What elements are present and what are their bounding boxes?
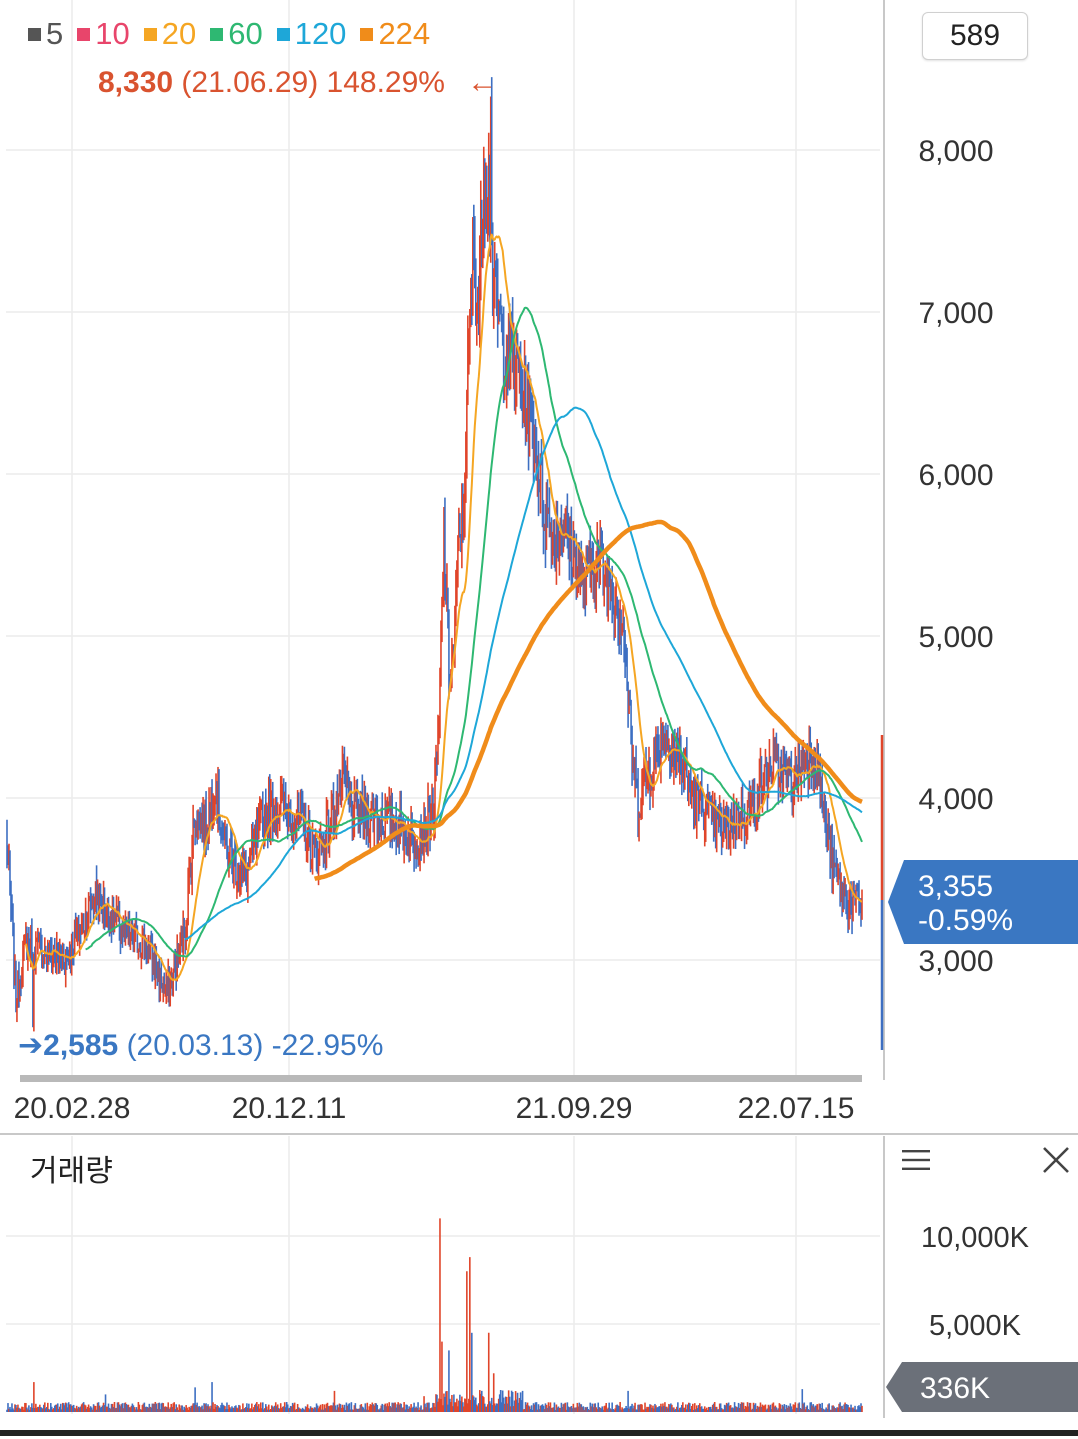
- high-price-value: 8,330: [98, 66, 174, 99]
- legend-swatch: [276, 27, 290, 41]
- legend-label: 120: [294, 16, 347, 51]
- current-price-badge: [888, 860, 1078, 944]
- date-axis: 20.02.28 20.12.11 21.09.29 22.07.15: [14, 1092, 855, 1125]
- price-gridlines: [6, 0, 880, 1414]
- legend-swatch: [210, 27, 224, 41]
- legend-label: 5: [46, 16, 64, 51]
- price-axis: 8,000 7,000 6,000 5,000 4,000 3,000 10,000K 5,0…: [918, 135, 1029, 1342]
- current-volume-value: 336K: [920, 1372, 990, 1405]
- low-price-info: (20.03.13) -22.95%: [126, 1029, 384, 1062]
- hamburger-menu-icon[interactable]: [900, 1145, 932, 1175]
- ma-legend: 5 10 20 60 120 224: [28, 14, 430, 54]
- volume-tick-label: 5,000K: [929, 1310, 1022, 1342]
- low-price-label: ➔2,585 (20.03.13) -22.95%: [18, 1028, 383, 1063]
- x-tick-label: 20.02.28: [14, 1092, 131, 1125]
- y-tick-label: 8,000: [918, 135, 993, 168]
- moving-average-lines: [24, 233, 864, 982]
- current-price-value: 3,355: [918, 870, 993, 903]
- legend-item-ma-120[interactable]: 120: [276, 14, 347, 54]
- volume-tick-label: 10,000K: [921, 1222, 1030, 1254]
- legend-item-ma-60[interactable]: 60: [210, 14, 263, 54]
- legend-label: 224: [378, 16, 431, 51]
- legend-label: 60: [228, 16, 263, 51]
- y-tick-label: 4,000: [918, 783, 993, 816]
- y-tick-label: 7,000: [918, 297, 993, 330]
- x-tick-label: 20.12.11: [232, 1092, 347, 1125]
- time-scrollbar: [20, 1075, 862, 1082]
- legend-label: 20: [161, 16, 197, 51]
- x-tick-label: 21.09.29: [516, 1092, 633, 1125]
- current-price-change: -0.59%: [918, 904, 1013, 937]
- high-price-info: (21.06.29) 148.29%: [181, 66, 445, 99]
- close-icon[interactable]: [1038, 1142, 1074, 1178]
- ma-line-60: [85, 306, 863, 958]
- legend-swatch: [143, 27, 157, 41]
- price-candles: [6, 77, 863, 1032]
- current-volume-badge: [886, 1362, 1078, 1412]
- ma-line-224: [313, 519, 864, 881]
- legend-label: 10: [95, 16, 130, 51]
- volume-bars: [6, 1218, 863, 1412]
- legend-item-ma-224[interactable]: 224: [360, 14, 430, 54]
- ma-line-120: [184, 406, 863, 941]
- high-price-label: 8,330 (21.06.29) 148.29% ←: [98, 66, 497, 100]
- legend-swatch: [360, 27, 374, 41]
- legend-item-ma-5[interactable]: 5: [28, 14, 63, 54]
- low-arrow-icon: ➔: [18, 1029, 44, 1062]
- legend-item-ma-10[interactable]: 10: [77, 14, 130, 54]
- y-tick-label: 6,000: [918, 459, 993, 492]
- legend-swatch: [28, 27, 41, 41]
- y-tick-label: 5,000: [918, 621, 993, 654]
- ma-line-20: [24, 233, 863, 982]
- x-tick-label: 22.07.15: [738, 1092, 855, 1125]
- y-tick-label: 3,000: [918, 945, 993, 978]
- candle-count-box[interactable]: 589: [922, 12, 1028, 60]
- high-arrow-icon: ←: [467, 66, 498, 99]
- low-price-value: 2,585: [43, 1029, 119, 1062]
- legend-swatch: [77, 27, 91, 41]
- legend-item-ma-20[interactable]: 20: [143, 14, 197, 54]
- volume-panel-title: 거래량: [30, 1155, 113, 1188]
